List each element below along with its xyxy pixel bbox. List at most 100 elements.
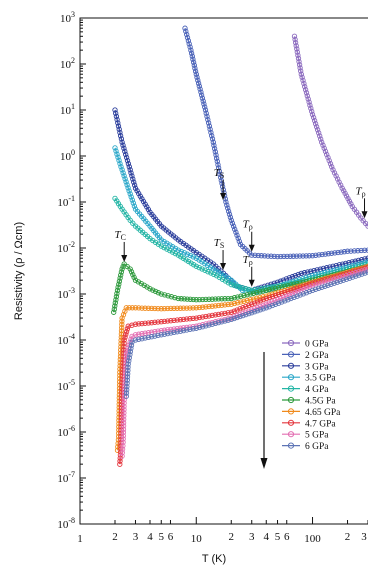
data-point bbox=[193, 297, 199, 303]
legend-label: 2 GPa bbox=[305, 351, 329, 361]
annotation-label: TS bbox=[214, 237, 225, 250]
data-point bbox=[124, 348, 130, 354]
legend-marker bbox=[287, 408, 295, 415]
data-point bbox=[231, 295, 238, 301]
data-point bbox=[128, 269, 135, 275]
legend-label: 3 GPa bbox=[305, 362, 329, 372]
data-point bbox=[212, 149, 218, 155]
data-point bbox=[192, 68, 199, 74]
series-0-gpa bbox=[291, 33, 368, 229]
data-point bbox=[132, 185, 139, 191]
data-point bbox=[116, 281, 122, 287]
data-point bbox=[184, 316, 190, 322]
data-point bbox=[112, 303, 118, 309]
data-point bbox=[155, 319, 161, 325]
data-point bbox=[127, 348, 134, 355]
data-point bbox=[236, 238, 242, 245]
data-point bbox=[114, 151, 120, 157]
data-point bbox=[279, 299, 285, 305]
data-point bbox=[187, 44, 193, 50]
data-point bbox=[118, 272, 124, 278]
data-point bbox=[209, 133, 215, 139]
data-point bbox=[346, 275, 353, 281]
data-point bbox=[213, 152, 219, 158]
data-point bbox=[295, 55, 302, 62]
data-point bbox=[167, 247, 173, 254]
legend-label: 0 GPa bbox=[305, 340, 329, 350]
data-point bbox=[346, 198, 353, 204]
data-point bbox=[316, 130, 322, 136]
data-point bbox=[306, 99, 312, 105]
data-point bbox=[125, 185, 131, 191]
data-point bbox=[139, 331, 145, 337]
data-point bbox=[292, 272, 298, 279]
data-point bbox=[118, 269, 125, 275]
data-point bbox=[145, 206, 152, 213]
data-point bbox=[136, 190, 142, 197]
data-point bbox=[199, 266, 205, 272]
data-point bbox=[117, 160, 123, 167]
data-point bbox=[114, 287, 121, 294]
data-point bbox=[295, 271, 301, 278]
data-point bbox=[266, 304, 272, 310]
data-point bbox=[238, 299, 244, 305]
data-point bbox=[289, 274, 296, 280]
data-point bbox=[233, 229, 239, 235]
data-point bbox=[123, 329, 130, 335]
data-point bbox=[300, 77, 306, 84]
data-point bbox=[180, 327, 187, 334]
series-3-gpa bbox=[112, 107, 368, 294]
data-point bbox=[120, 423, 127, 429]
data-point bbox=[118, 347, 124, 353]
data-point bbox=[131, 274, 137, 281]
data-point bbox=[331, 170, 338, 176]
data-point bbox=[296, 58, 302, 65]
data-point bbox=[349, 259, 355, 265]
data-point bbox=[309, 287, 316, 294]
data-point bbox=[168, 305, 174, 312]
x-minor-tick-label: 4 bbox=[147, 531, 153, 543]
data-point bbox=[123, 151, 129, 158]
data-point bbox=[294, 293, 300, 299]
data-point bbox=[217, 171, 223, 177]
data-point bbox=[287, 253, 293, 259]
data-point bbox=[178, 254, 184, 260]
data-point bbox=[335, 249, 341, 256]
plot-frame bbox=[79, 17, 368, 525]
data-point bbox=[187, 316, 193, 322]
data-point bbox=[231, 315, 237, 322]
x-minor-tick-label: 5 bbox=[159, 531, 165, 543]
data-point bbox=[215, 165, 222, 171]
data-point bbox=[172, 294, 178, 301]
data-point bbox=[121, 337, 127, 343]
data-point bbox=[136, 336, 142, 342]
data-point bbox=[187, 252, 193, 259]
data-point bbox=[328, 281, 334, 287]
data-point bbox=[117, 275, 123, 281]
data-point bbox=[206, 313, 212, 319]
data-point bbox=[137, 193, 143, 199]
data-point bbox=[212, 303, 219, 309]
data-point bbox=[334, 176, 341, 182]
data-point bbox=[184, 34, 191, 41]
y-tick-label: 101 bbox=[60, 102, 75, 117]
data-point bbox=[183, 28, 189, 34]
data-point bbox=[211, 271, 217, 278]
data-point bbox=[293, 253, 300, 259]
data-point bbox=[291, 33, 298, 39]
data-point bbox=[356, 272, 362, 278]
data-point bbox=[148, 305, 155, 312]
data-point bbox=[121, 340, 127, 346]
data-point bbox=[348, 248, 354, 254]
data-point bbox=[158, 319, 164, 325]
data-point bbox=[339, 185, 345, 191]
data-point bbox=[152, 333, 158, 339]
data-point bbox=[231, 300, 238, 307]
data-point bbox=[123, 331, 129, 338]
data-point bbox=[247, 291, 254, 297]
data-point bbox=[119, 167, 125, 173]
data-point bbox=[210, 139, 216, 145]
data-point bbox=[161, 305, 168, 312]
y-tick-label: 100 bbox=[60, 148, 75, 163]
y-tick-label: 102 bbox=[60, 56, 75, 71]
